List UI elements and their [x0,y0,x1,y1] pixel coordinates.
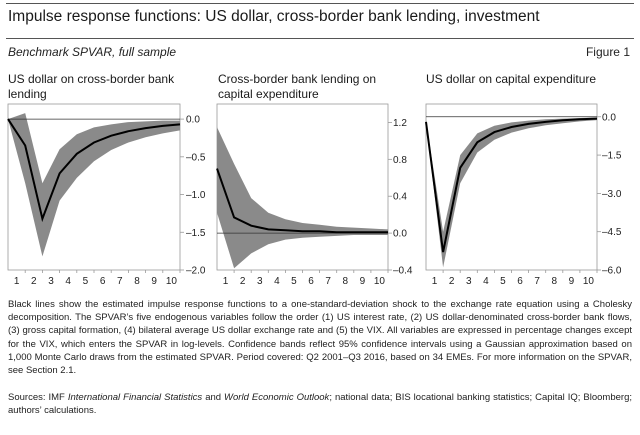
y-tick-label: 0.8 [393,155,407,166]
figure-sources: Sources: IMF International Financial Sta… [8,391,632,417]
x-tick-label: 6 [100,276,106,287]
impulse-response-line [216,168,388,234]
panel-1-title: US dollar on cross-border bank lending [8,72,175,101]
x-tick-label: 10 [166,276,178,287]
x-tick-label: 5 [83,276,89,287]
x-tick-label: 9 [151,276,157,287]
x-tick-label: 7 [325,276,331,287]
x-tick-label: 8 [342,276,348,287]
x-tick-label: 2 [240,276,246,287]
chart-panel-1: 0.0 –0.5 –1.0 –1.5 –2.0 1 2 3 4 5 6 7 8 9 10 [7,103,206,287]
y-tick-label: 0.4 [393,192,407,203]
x-tick-label: 10 [374,276,386,287]
y-tick-label: 1.2 [393,118,407,129]
title-rule [6,38,634,39]
y-tick-label: 0.0 [186,115,200,126]
panel-3-title: US dollar on capital expenditure [426,72,597,86]
x-tick-label: 3 [48,276,54,287]
x-tick-label: 6 [517,276,523,287]
y-tick-label: –4.5 [602,227,622,238]
y-tick-label: –1.0 [186,190,206,201]
figure-subtitle: Benchmark SPVAR, full sample [8,45,177,59]
x-tick-label: 4 [65,276,71,287]
x-tick-label: 3 [466,276,472,287]
chart-panel-2: 1.2 0.8 0.4 0.0 –0.4 1 2 3 4 5 6 7 8 9 10 [216,103,413,287]
sources-weo: World Economic Outlook [224,392,330,403]
x-tick-label: 5 [291,276,297,287]
x-tick-label: 5 [500,276,506,287]
sources-prefix: Sources: IMF [8,392,68,403]
figure-number: Figure 1 [585,45,630,59]
impulse-response-line [7,118,181,223]
x-tick-label: 3 [257,276,263,287]
y-tick-label: –0.4 [393,266,413,277]
figure-title: Impulse response functions: US dollar, c… [8,8,540,25]
y-tick-label: –2.0 [186,266,206,277]
x-tick-label: 7 [534,276,540,287]
x-tick-label: 9 [569,276,575,287]
y-tick-label: –1.5 [602,151,622,162]
y-tick-label: –0.5 [186,152,206,163]
y-tick-label: 0.0 [602,112,616,123]
x-tick-label: 10 [583,276,595,287]
impulse-response-line [425,117,598,253]
sources-suffix: ; national data; BIS locational banking … [8,392,632,417]
x-tick-label: 7 [117,276,123,287]
x-tick-label: 2 [31,276,37,287]
y-tick-label: –1.5 [186,228,206,239]
x-tick-label: 9 [360,276,366,287]
x-tick-label: 1 [432,276,438,287]
y-tick-label: –6.0 [602,266,622,277]
figure-notes: Black lines show the estimated impulse r… [8,299,632,377]
x-tick-label: 4 [274,276,280,287]
x-tick-label: 2 [449,276,455,287]
x-tick-label: 8 [134,276,140,287]
x-tick-label: 4 [483,276,489,287]
confidence-band [217,127,388,269]
x-tick-label: 1 [14,276,20,287]
panel-2-title: Cross-border bank lending on capital exp… [218,72,377,101]
x-tick-label: 6 [308,276,314,287]
x-tick-label: 8 [551,276,557,287]
y-tick-label: 0.0 [393,229,407,240]
impulse-response-charts: 0.0–0.5–1.0–1.5–2.01 2 3 4 5 6 7 8 9 101.20.80.40… [7,103,622,287]
sources-ifs: International Financial Statistics [67,392,203,403]
sources-and: and [202,392,225,403]
top-rule [6,3,634,4]
confidence-band [8,113,180,257]
y-tick-label: –3.0 [602,189,622,200]
x-tick-label: 1 [223,276,229,287]
chart-panel-3: 0.0 –1.5 –3.0 –4.5 –6.0 1 2 3 4 5 6 7 8 9 10 [425,103,622,287]
confidence-band [426,117,597,268]
